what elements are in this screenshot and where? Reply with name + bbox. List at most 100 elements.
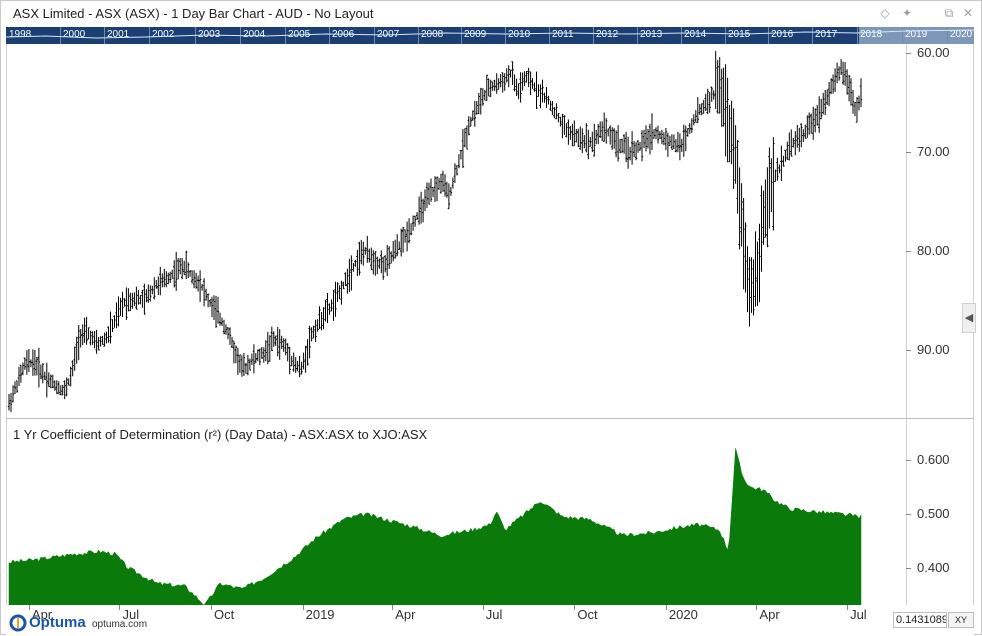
price-bar (477, 93, 480, 115)
price-bar (585, 123, 588, 153)
price-bar (407, 218, 411, 244)
price-bar (9, 392, 13, 413)
price-bar (242, 352, 246, 376)
price-bar (328, 303, 331, 315)
price-bar (714, 50, 717, 109)
price-bar (702, 99, 705, 114)
diamond-icon[interactable]: ◇ (880, 6, 890, 20)
price-bar (505, 68, 508, 83)
price-bar (29, 359, 33, 368)
price-bar (782, 155, 785, 167)
price-bar (624, 131, 628, 163)
price-bar (507, 65, 510, 88)
price-bar (429, 178, 433, 202)
price-bar (403, 229, 407, 243)
navigator-year-divider (725, 27, 726, 44)
price-bar (796, 125, 799, 148)
price-bar (808, 112, 811, 135)
price-bar (535, 71, 538, 109)
price-bar (541, 79, 544, 103)
price-bar (668, 135, 672, 146)
price-bar (475, 101, 478, 115)
y-axis-label: 70.00 (917, 143, 950, 159)
collapse-panel-button[interactable]: ◀ (962, 303, 976, 333)
y-axis-label: 0.500 (917, 505, 950, 521)
price-bar (95, 329, 98, 354)
panel-separator[interactable] (6, 418, 974, 419)
price-bar (210, 296, 214, 318)
price-bar (139, 295, 142, 305)
price-bar (525, 71, 528, 83)
price-bar (212, 295, 216, 320)
price-bar (409, 223, 413, 236)
price-bar (352, 262, 355, 272)
price-bar (459, 150, 463, 160)
price-bar (103, 332, 106, 347)
price-bar (481, 88, 484, 106)
pin-icon[interactable]: ✦ (901, 6, 913, 20)
price-bar (734, 125, 737, 184)
price-bar (620, 138, 624, 153)
price-bar (274, 335, 277, 346)
price-bar (125, 287, 128, 320)
price-bar (83, 317, 86, 343)
price-bar (642, 129, 646, 148)
price-bar (465, 125, 469, 150)
price-bar (708, 92, 711, 113)
price-bar (690, 118, 693, 133)
xy-button[interactable]: XY (948, 612, 974, 628)
price-bar (457, 154, 461, 169)
price-bar (802, 129, 805, 142)
price-bar (792, 138, 795, 148)
price-bar (81, 324, 84, 346)
price-bar (260, 347, 263, 359)
price-bar (565, 123, 568, 138)
price-bar (111, 319, 114, 332)
price-bar (696, 97, 699, 123)
navigator-year-label: 2018 (860, 29, 883, 40)
price-bar (824, 90, 827, 115)
price-bar (467, 116, 470, 136)
price-bar (698, 104, 701, 116)
price-bar (89, 330, 92, 346)
date-navigator[interactable]: 1998 2000 2001 2002 2003 2004 2005 2006 2007 2008… (6, 27, 974, 44)
price-bar (732, 108, 735, 189)
price-bar (822, 92, 825, 115)
y-axis-label: 60.00 (917, 44, 950, 60)
price-bar (706, 88, 709, 114)
price-bar (97, 337, 100, 351)
price-bar (798, 127, 801, 152)
x-axis-tick (482, 605, 484, 610)
price-bar (226, 327, 230, 340)
price-bar (366, 235, 369, 263)
x-axis[interactable] (6, 605, 974, 636)
price-bar (145, 289, 148, 303)
price-bar (736, 140, 739, 214)
price-bar (163, 268, 166, 288)
price-bar (634, 142, 638, 161)
price-bar (278, 329, 281, 360)
price-bar (614, 130, 618, 158)
price-bar (859, 78, 863, 108)
price-bar (188, 270, 192, 277)
price-bar (569, 125, 572, 140)
price-bar (55, 380, 58, 394)
price-bar (107, 326, 110, 343)
logo-url: optuma.com (92, 619, 148, 630)
price-bar (618, 138, 622, 154)
close-icon[interactable]: ✕ (962, 6, 974, 20)
price-bar (43, 371, 46, 380)
price-bar (77, 325, 80, 361)
x-axis-tick (574, 605, 576, 610)
window-title: ASX Limited - ASX (ASX) - 1 Day Bar Char… (13, 6, 374, 21)
price-bar (670, 134, 674, 150)
restore-icon[interactable]: ⧉ (944, 6, 954, 20)
price-bar (750, 257, 753, 313)
price-bar (820, 98, 823, 120)
price-bar (332, 289, 335, 321)
navigator-year-label: 2004 (243, 29, 266, 40)
price-bar (853, 101, 857, 117)
price-bar (776, 157, 779, 181)
